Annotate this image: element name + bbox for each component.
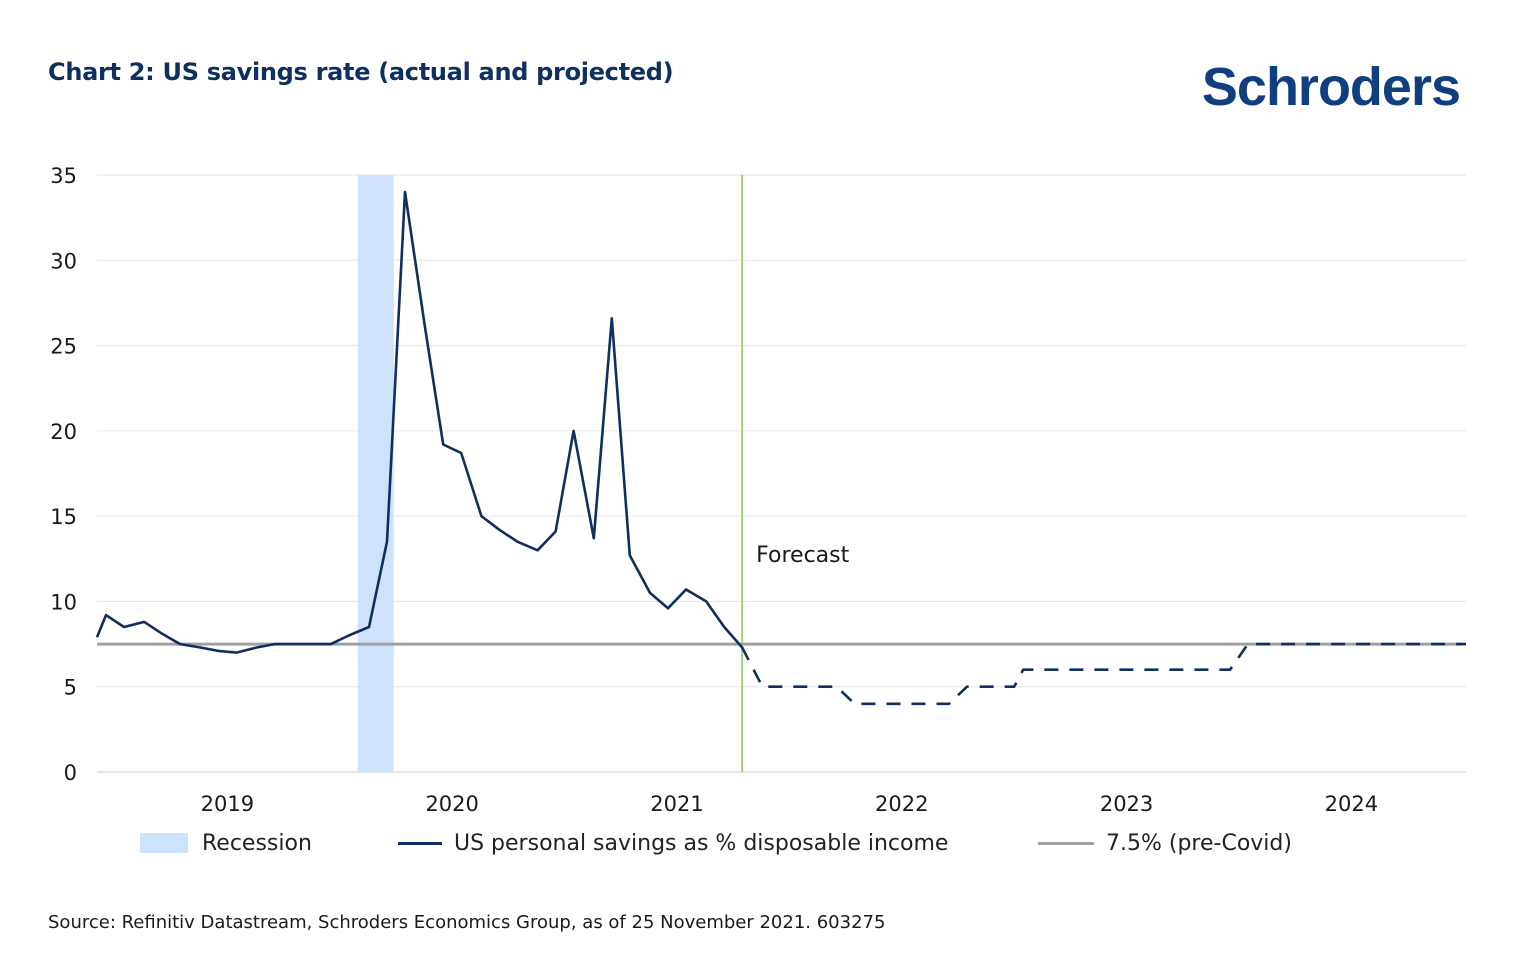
- legend: Recession US personal savings as % dispo…: [0, 826, 1514, 860]
- chart-title: Chart 2: US savings rate (actual and pro…: [48, 58, 674, 86]
- recession-band: [357, 175, 394, 772]
- savings-series-line: [95, 190, 744, 654]
- y-tick-label-30: 30: [50, 249, 77, 273]
- schroders-logo: Schroders: [1201, 57, 1461, 117]
- legend-label-recession: Recession: [202, 830, 312, 856]
- legend-label-savings: US personal savings as % disposable inco…: [454, 830, 949, 856]
- legend-label-benchmark: 7.5% (pre-Covid): [1106, 830, 1292, 856]
- legend-item-benchmark: 7.5% (pre-Covid): [1038, 826, 1292, 860]
- plot-area: Forecast: [95, 175, 1466, 772]
- y-tick-label-20: 20: [50, 420, 77, 444]
- x-tick-label-2020: 2020: [425, 792, 478, 816]
- legend-item-recession: Recession: [140, 826, 312, 860]
- forecast-label: Forecast: [756, 543, 849, 568]
- x-tick-label-2019: 2019: [201, 792, 254, 816]
- source-note: Source: Refinitiv Datastream, Schroders …: [48, 912, 886, 933]
- legend-swatch-savings: [398, 841, 442, 845]
- y-axis-ticks: 0 5 10 15 20 25 30 35: [50, 164, 77, 785]
- y-tick-label-0: 0: [64, 761, 77, 785]
- legend-swatch-benchmark: [1038, 841, 1094, 845]
- x-tick-label-2022: 2022: [875, 792, 928, 816]
- legend-item-savings: US personal savings as % disposable inco…: [398, 826, 948, 860]
- y-tick-label-35: 35: [50, 164, 77, 188]
- y-tick-label-5: 5: [64, 676, 77, 700]
- x-tick-label-2023: 2023: [1100, 792, 1153, 816]
- y-tick-label-25: 25: [50, 335, 77, 359]
- x-axis-ticks: 2019 2020 2021 2022 2023 2024: [201, 792, 1378, 816]
- x-tick-label-2021: 2021: [650, 792, 703, 816]
- savings-projection-line: [741, 642, 1466, 706]
- y-tick-label-10: 10: [50, 590, 77, 614]
- legend-swatch-recession: [140, 833, 188, 853]
- x-tick-label-2024: 2024: [1325, 792, 1378, 816]
- grid-lines: [97, 174, 1466, 773]
- y-tick-label-15: 15: [50, 505, 77, 529]
